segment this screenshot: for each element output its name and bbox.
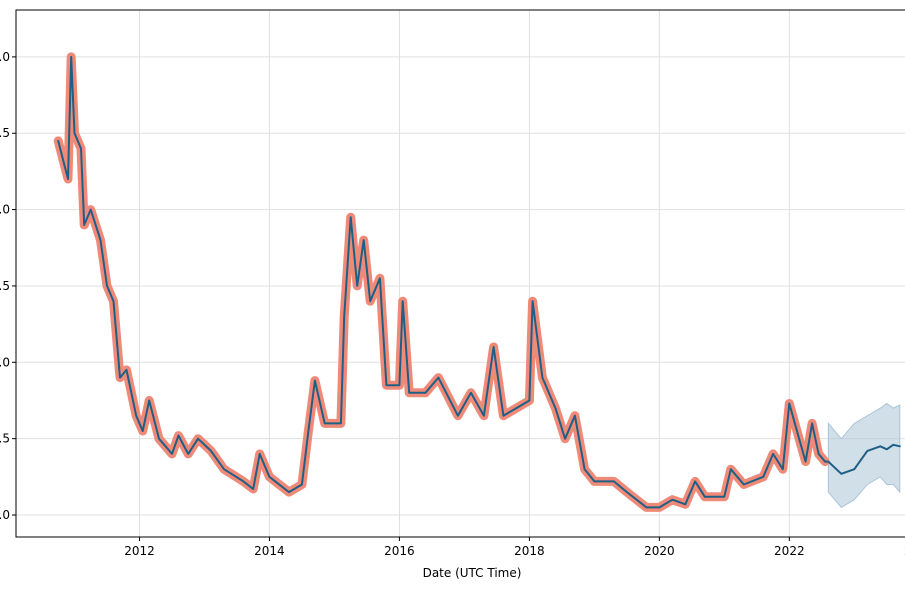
plot-frame	[15, 9, 905, 538]
x-tick-label: 2012	[124, 544, 155, 558]
y-tick-label: 1.5	[0, 279, 10, 293]
x-tick-label: 2014	[254, 544, 285, 558]
x-axis-label: Date (UTC Time)	[423, 566, 522, 580]
series-line	[53, 52, 830, 512]
y-tick-label: 2.5	[0, 126, 10, 140]
y-tick-label: 0.0	[0, 508, 10, 522]
y-tick-label: 0.5	[0, 432, 10, 446]
x-tick-label: 2022	[774, 544, 805, 558]
x-tick-label: 2018	[514, 544, 545, 558]
y-tick-label: 3.0	[0, 50, 10, 64]
x-tick-label: 2016	[384, 544, 415, 558]
x-tick-label: 2020	[644, 544, 675, 558]
y-tick-label: 2.0	[0, 203, 10, 217]
series-line	[57, 55, 901, 509]
y-tick-label: 1.0	[0, 355, 10, 369]
